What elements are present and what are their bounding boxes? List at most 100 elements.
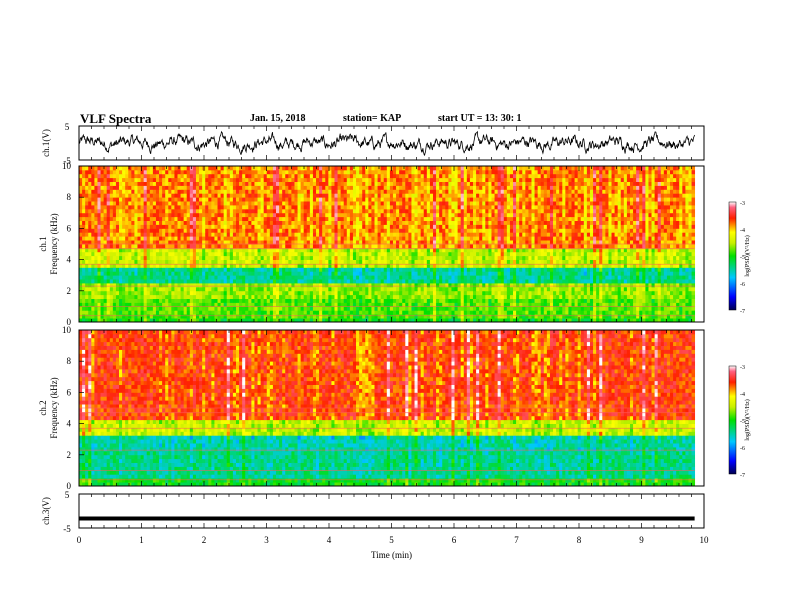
spectrogram-cell <box>405 240 409 245</box>
spectrogram-cell <box>282 240 286 245</box>
spectrogram-cell <box>602 267 606 272</box>
spectrogram-cell <box>589 271 594 276</box>
spectrogram-cell <box>217 279 221 284</box>
spectrogram-cell <box>248 236 252 241</box>
spectrogram-cell <box>149 298 154 303</box>
spectrogram-cell <box>112 294 117 299</box>
spectrogram-cell <box>426 228 431 233</box>
spectrogram-cell <box>189 259 194 264</box>
spectrogram-cell <box>556 247 560 253</box>
spectrogram-cell <box>131 298 135 303</box>
spectrogram-cell <box>611 247 615 253</box>
spectrogram-cell <box>174 286 178 292</box>
spectrogram-cell <box>294 279 298 284</box>
spectrogram-cell <box>356 240 360 245</box>
spectrogram-cell <box>494 286 499 292</box>
spectrogram-cell <box>620 259 625 264</box>
spectrogram-cell <box>540 279 545 284</box>
spectrogram-cell <box>285 283 289 288</box>
spectrogram-cell <box>103 310 108 315</box>
spectrogram-cell <box>688 247 692 253</box>
spectrogram-cell <box>103 306 108 311</box>
spectrogram-cell <box>513 302 517 307</box>
spectrogram-cell <box>636 240 640 245</box>
spectrogram-cell <box>611 294 615 299</box>
spectrogram-cell <box>82 279 86 284</box>
spectrogram-cell <box>143 294 148 299</box>
spectrogram-cell <box>488 240 492 245</box>
spectrogram-cell <box>482 294 486 299</box>
spectrogram-cell <box>316 251 320 257</box>
spectrogram-cell <box>633 259 637 264</box>
spectrogram-cell <box>463 228 468 233</box>
spectrogram-cell <box>513 251 517 257</box>
spectrogram-cell <box>251 263 255 268</box>
spectrogram-cell <box>562 267 566 272</box>
spectrogram-cell <box>503 306 508 311</box>
spectrogram-cell <box>165 263 169 268</box>
spectrogram-cell <box>525 228 529 233</box>
spectrogram-cell <box>691 232 696 237</box>
spectrogram-cell <box>165 279 169 284</box>
spectrogram-cell <box>389 298 394 303</box>
spectrogram-cell <box>482 244 486 249</box>
spectrogram-cell <box>617 314 622 319</box>
spectrogram-cell <box>168 271 172 276</box>
spectrogram-cell <box>220 318 225 323</box>
spectrogram-cell <box>137 232 141 237</box>
spectrogram-cell <box>405 314 409 319</box>
spectrogram-cell <box>549 294 554 299</box>
spectrogram-cell <box>226 294 231 299</box>
spectrogram-cell <box>343 286 348 292</box>
spectrogram-cell <box>365 298 369 303</box>
spectrogram-cell <box>540 247 545 253</box>
spectrogram-cell <box>460 283 465 288</box>
spectrogram-cell <box>112 240 117 245</box>
spectrogram-cell <box>429 228 434 233</box>
spectrogram-cell <box>288 228 292 233</box>
spectrogram-cell <box>666 314 671 319</box>
spectrogram-cell <box>202 279 206 284</box>
spectrogram-cell <box>109 244 114 249</box>
spectrogram-cell <box>199 224 203 229</box>
spectrogram-cell <box>682 302 686 307</box>
spectrogram-cell <box>276 271 280 276</box>
spectrogram-cell <box>325 255 329 260</box>
spectrogram-cell <box>663 306 668 311</box>
spectrogram-cell <box>605 290 609 296</box>
spectrogram-cell <box>537 286 542 292</box>
spectrogram-cell <box>340 283 345 288</box>
spectrogram-cell <box>316 271 320 276</box>
spectrogram-cell <box>623 275 628 280</box>
spectrogram-cell <box>257 259 262 264</box>
spectrogram-cell <box>309 302 314 307</box>
spectrogram-cell <box>346 228 351 233</box>
spectrogram-cell <box>374 251 378 257</box>
spectrogram-cell <box>383 228 388 233</box>
spectrogram-cell <box>439 240 443 245</box>
spectrogram-cell <box>94 263 98 268</box>
spectrogram-cell <box>269 306 274 311</box>
spectrogram-cell <box>479 232 483 237</box>
spectrogram-cell <box>140 298 145 303</box>
spectrogram-cell <box>389 267 394 272</box>
spectrogram-cell <box>389 275 394 280</box>
spectrogram-cell <box>540 263 545 268</box>
spectrogram-cell <box>645 259 649 264</box>
spectrogram-cell <box>614 240 619 245</box>
spectrogram-cell <box>429 251 434 257</box>
spectrogram-cell <box>303 244 308 249</box>
spectrogram-cell <box>155 236 160 241</box>
spectrogram-cell <box>626 279 631 284</box>
spectrogram-cell <box>574 259 579 264</box>
spectrogram-cell <box>331 255 335 260</box>
spectrogram-cell <box>436 255 440 260</box>
spectrogram-cell <box>513 232 517 237</box>
spectrogram-cell <box>485 236 489 241</box>
spectrogram-cell <box>328 286 332 292</box>
spectrogram-cell <box>574 279 579 284</box>
spectrogram-cell <box>411 310 415 315</box>
spectrogram-cell <box>346 244 351 249</box>
spectrogram-cell <box>94 240 98 245</box>
